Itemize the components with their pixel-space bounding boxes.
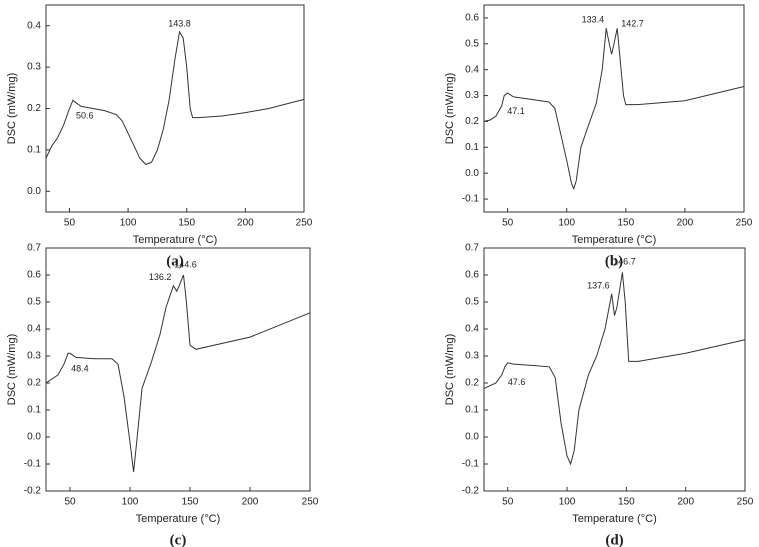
y-tick-label: 0.1 xyxy=(27,405,41,416)
panel-label: (a) xyxy=(166,253,184,269)
x-tick-label: 50 xyxy=(64,497,76,508)
y-tick-label: 0.2 xyxy=(27,378,41,389)
dsc-curve xyxy=(45,274,311,473)
y-tick-label: 0.3 xyxy=(465,351,479,362)
y-tick-label: -0.1 xyxy=(24,459,42,470)
y-tick-label: 0.5 xyxy=(465,38,479,49)
plot-frame xyxy=(45,247,311,492)
y-axis-label: DSC (mW/mg) xyxy=(444,73,456,145)
y-tick-label: 0.2 xyxy=(27,103,41,114)
plot-frame xyxy=(483,247,746,492)
x-tick-label: 250 xyxy=(737,497,754,508)
panel: 50 100 150 200 250 -0.2 -0.1 0.0 0.1 0.2 0.3 0.4 0.5… xyxy=(444,243,754,547)
x-tick-label: 100 xyxy=(559,497,576,508)
panel-label: (d) xyxy=(605,532,623,547)
panel: 50 100 150 200 250 0.0 0.1 0.2 0.3 0.4 Temperature… xyxy=(6,4,313,269)
peak-annotation: 47.1 xyxy=(507,106,525,116)
y-tick-label: -0.1 xyxy=(462,459,480,470)
y-tick-label: 0.4 xyxy=(465,64,479,75)
y-tick-label: 0.0 xyxy=(465,168,479,179)
panel-label: (b) xyxy=(605,253,623,269)
y-tick-label: 0.0 xyxy=(27,186,41,197)
x-tick-label: 250 xyxy=(302,497,319,508)
y-tick-label: 0.3 xyxy=(465,90,479,101)
y-tick-label: 0.5 xyxy=(27,297,41,308)
y-axis-label: DSC (mW/mg) xyxy=(6,73,18,145)
x-tick-label: 150 xyxy=(617,218,634,229)
panel-label: (c) xyxy=(170,532,187,547)
y-axis-label: DSC (mW/mg) xyxy=(444,334,456,406)
y-tick-label: 0.2 xyxy=(465,378,479,389)
y-tick-label: 0.5 xyxy=(465,297,479,308)
peak-annotation: 143.8 xyxy=(168,18,191,28)
plot-frame xyxy=(45,4,305,213)
peak-annotation: 47.6 xyxy=(508,377,526,387)
dsc-curve xyxy=(483,272,746,466)
y-axis-label: DSC (mW/mg) xyxy=(6,334,18,406)
x-axis-label: Temperature (°C) xyxy=(572,513,656,525)
y-tick-label: 0.2 xyxy=(465,116,479,127)
dsc-curve xyxy=(483,28,745,191)
x-tick-label: 150 xyxy=(178,218,195,229)
x-tick-label: 250 xyxy=(736,218,753,229)
peak-annotation: 146.7 xyxy=(613,257,636,267)
y-tick-label: 0.3 xyxy=(27,62,41,73)
x-tick-label: 150 xyxy=(618,497,635,508)
x-tick-label: 250 xyxy=(296,218,313,229)
y-tick-label: 0.1 xyxy=(27,145,41,156)
x-axis-label: Temperature (°C) xyxy=(136,513,220,525)
peak-annotation: 133.4 xyxy=(582,15,605,25)
x-tick-label: 50 xyxy=(502,497,514,508)
panel: 50 100 150 200 250 -0.2 -0.1 0.0 0.1 0.2 0.3 0.4 0.5… xyxy=(6,243,319,547)
x-tick-label: 100 xyxy=(120,218,137,229)
x-tick-label: 100 xyxy=(558,218,575,229)
x-tick-label: 200 xyxy=(237,218,254,229)
peak-annotation: 137.6 xyxy=(587,280,610,290)
x-tick-label: 200 xyxy=(242,497,259,508)
y-tick-label: -0.1 xyxy=(462,194,480,205)
x-tick-label: 50 xyxy=(64,218,76,229)
y-tick-label: -0.2 xyxy=(24,486,42,497)
y-tick-label: 0.4 xyxy=(27,20,41,31)
y-tick-label: 0.3 xyxy=(27,351,41,362)
y-tick-label: 0.7 xyxy=(465,243,479,254)
peak-annotation: 48.4 xyxy=(71,364,89,374)
y-tick-label: 0.4 xyxy=(465,324,479,335)
x-tick-label: 100 xyxy=(122,497,139,508)
x-axis-label: Temperature (°C) xyxy=(133,234,217,246)
y-tick-label: 0.6 xyxy=(465,13,479,24)
y-tick-label: 0.4 xyxy=(27,324,41,335)
peak-annotation: 50.6 xyxy=(76,111,94,121)
y-tick-label: 0.6 xyxy=(465,270,479,281)
x-axis-label: Temperature (°C) xyxy=(572,234,656,246)
x-tick-label: 50 xyxy=(502,218,514,229)
plot-frame xyxy=(483,4,745,213)
y-tick-label: -0.2 xyxy=(462,486,480,497)
x-tick-label: 150 xyxy=(182,497,199,508)
y-tick-label: 0.1 xyxy=(465,142,479,153)
panel: 50 100 150 200 250 -0.1 0.0 0.1 0.2 0.3 0.4 0.5 0.6 T… xyxy=(444,4,753,269)
y-tick-label: 0.0 xyxy=(27,432,41,443)
peak-annotation: 144.6 xyxy=(174,259,197,269)
y-tick-label: 0.7 xyxy=(27,243,41,254)
dsc-curve xyxy=(45,30,305,165)
y-tick-label: 0.6 xyxy=(27,270,41,281)
x-tick-label: 200 xyxy=(677,218,694,229)
x-tick-label: 200 xyxy=(677,497,694,508)
peak-annotation: 136.2 xyxy=(149,272,172,282)
y-tick-label: 0.1 xyxy=(465,405,479,416)
peak-annotation: 142.7 xyxy=(621,19,644,29)
y-tick-label: 0.0 xyxy=(465,432,479,443)
